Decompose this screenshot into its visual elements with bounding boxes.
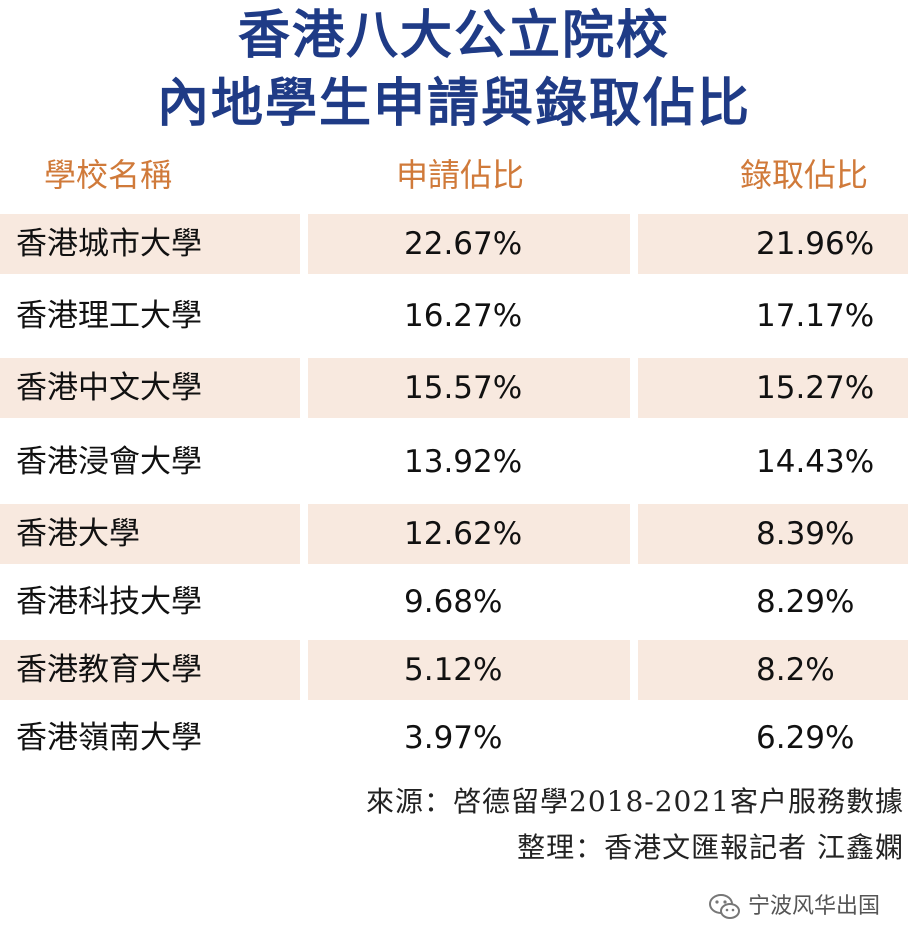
school-name: 香港理工大學 (16, 298, 202, 334)
watermark: 宁波风华出国 (708, 890, 880, 924)
school-name: 香港教育大學 (0, 640, 300, 700)
source-note: 來源：啓德留學2018-2021客户服務數據 (366, 785, 904, 818)
admit-share: 15.27% (638, 358, 908, 418)
apply-share: 3.97% (404, 720, 503, 756)
admit-share: 8.2% (638, 640, 908, 700)
watermark-text: 宁波风华出国 (747, 894, 880, 919)
apply-share: 5.12% (308, 640, 630, 700)
table-row: 香港中文大學 15.57% 15.27% (0, 358, 908, 418)
apply-share: 15.57% (308, 358, 630, 418)
column-header-school: 學校名稱 (44, 156, 173, 194)
table-row: 香港浸會大學 13.92% 14.43% (0, 432, 908, 492)
wechat-icon (708, 892, 742, 922)
table-row: 香港嶺南大學 3.97% 6.29% (0, 708, 908, 768)
admit-share: 21.96% (638, 214, 908, 274)
admit-share: 8.39% (638, 504, 908, 564)
school-name: 香港科技大學 (16, 584, 202, 620)
school-name: 香港城市大學 (0, 214, 300, 274)
table-row: 香港科技大學 9.68% 8.29% (0, 572, 908, 632)
column-header-admit: 錄取佔比 (740, 156, 869, 194)
table-row: 香港理工大學 16.27% 17.17% (0, 286, 908, 346)
table-row: 香港大學 12.62% 8.39% (0, 504, 908, 564)
admit-share: 8.29% (756, 584, 855, 620)
apply-share: 9.68% (404, 584, 503, 620)
apply-share: 12.62% (308, 504, 630, 564)
table-row: 香港城市大學 22.67% 21.96% (0, 214, 908, 274)
title-line-2: 內地學生申請與錄取佔比 (156, 73, 751, 134)
school-name: 香港中文大學 (0, 358, 300, 418)
apply-share: 22.67% (308, 214, 630, 274)
admit-share: 14.43% (756, 444, 875, 480)
title-line-1: 香港八大公立院校 (237, 5, 670, 66)
table-row: 香港教育大學 5.12% 8.2% (0, 640, 908, 700)
school-name: 香港浸會大學 (16, 444, 202, 480)
school-name: 香港嶺南大學 (16, 720, 202, 756)
admit-share: 6.29% (756, 720, 855, 756)
apply-share: 16.27% (404, 298, 523, 334)
school-name: 香港大學 (0, 504, 300, 564)
column-header-apply: 申請佔比 (396, 156, 525, 194)
editor-note: 整理：香港文匯報記者 江鑫嫻 (517, 831, 904, 864)
apply-share: 13.92% (404, 444, 523, 480)
admit-share: 17.17% (756, 298, 875, 334)
